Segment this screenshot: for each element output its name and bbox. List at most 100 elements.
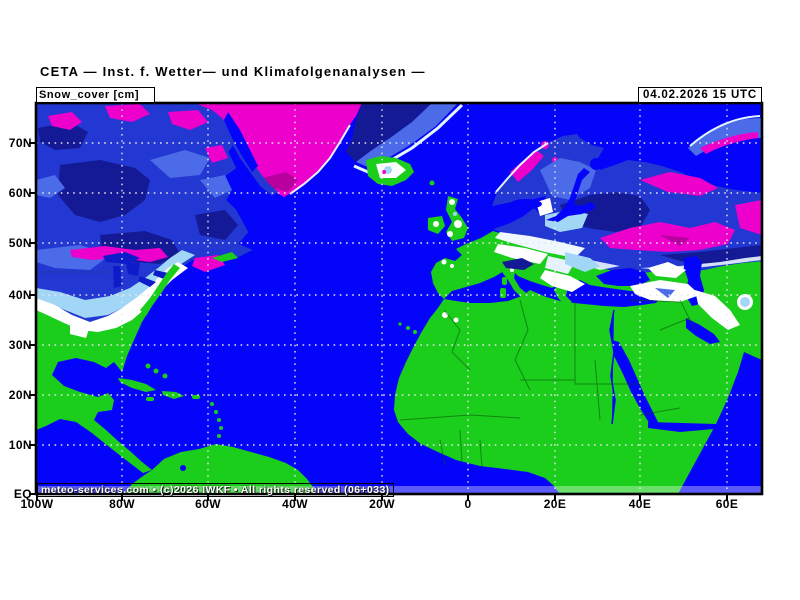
map-frame xyxy=(34,101,764,496)
south-america-coast xyxy=(124,444,315,494)
sardinia xyxy=(500,288,506,298)
equatorial-light-band xyxy=(36,486,762,494)
persian-gulf xyxy=(686,318,720,344)
faroe-islands xyxy=(429,180,435,186)
baltic-sea xyxy=(546,168,596,222)
iberia-snow-spot xyxy=(441,259,447,265)
institute-title: CETA — Inst. f. Wetter— und Klimafolgena… xyxy=(40,64,426,79)
snow-spot xyxy=(447,231,453,237)
snow-trace-tongue xyxy=(70,318,90,338)
eurasia-snow-cover xyxy=(492,115,762,274)
snow-spot xyxy=(433,221,439,227)
product-label-box: Snow_cover [cm] xyxy=(36,87,155,103)
bahamas-island xyxy=(145,363,151,369)
russia-deepest-snow xyxy=(660,235,690,246)
novaya-zemlya-extreme-snow xyxy=(700,132,758,154)
hudson-bay-deep-snow xyxy=(58,160,150,222)
iceland xyxy=(366,156,414,186)
x-tick-label: 40E xyxy=(628,497,652,511)
axis-ticks xyxy=(29,142,728,501)
y-tick-label: 50N xyxy=(8,236,32,250)
x-tick-label: 20E xyxy=(543,497,567,511)
mediterranean-sea xyxy=(444,270,660,307)
y-tick-label: 30N xyxy=(8,338,32,352)
british-isles xyxy=(428,196,468,241)
cuba xyxy=(118,378,156,392)
antilles-island xyxy=(214,410,218,414)
puerto-rico xyxy=(192,395,200,399)
greenland xyxy=(196,103,464,197)
russia-extreme-snow xyxy=(735,200,762,235)
madeira xyxy=(398,322,402,326)
caucasus-snow xyxy=(648,262,686,278)
norway-coast-fringe xyxy=(495,142,549,193)
us-east-coast-green-fringe xyxy=(140,264,180,316)
great-britain xyxy=(446,196,468,241)
sicily xyxy=(515,299,529,307)
antilles-island xyxy=(217,418,221,422)
snow-spot xyxy=(449,199,455,205)
extreme-snow-patch xyxy=(168,110,208,130)
germany-poland-trace-band xyxy=(495,232,585,258)
sea-ice-edge-white-fringe xyxy=(353,103,464,174)
black-sea xyxy=(596,268,650,286)
snow-spot xyxy=(453,212,457,216)
red-sea xyxy=(612,340,659,426)
y-tick-label: 70N xyxy=(8,136,32,150)
atlas-snow-spot xyxy=(453,317,459,323)
nova-scotia xyxy=(212,252,238,262)
x-tick-label: 100W xyxy=(20,497,54,511)
valid-datetime-box: 04.02.2026 15 UTC xyxy=(638,87,762,103)
moderate-snow-patch xyxy=(200,175,232,198)
x-tick-label: 60W xyxy=(195,497,221,511)
x-tick-label: 60E xyxy=(715,497,739,511)
deep-snow-patch xyxy=(195,210,238,240)
russia-extreme-snow xyxy=(640,172,718,196)
carpathians-snow xyxy=(565,252,600,272)
bahamas-island xyxy=(153,368,159,374)
light-snow-band xyxy=(36,250,195,318)
lake-maracaibo xyxy=(180,465,186,471)
snow-spot xyxy=(454,220,462,228)
antilles-island xyxy=(217,434,221,438)
europe-snow-transition xyxy=(441,244,753,330)
skagerrak xyxy=(510,199,542,209)
iran-snow-core xyxy=(740,297,750,307)
extreme-snow-patch xyxy=(48,112,82,130)
y-tick-label: 10N xyxy=(8,438,32,452)
italy xyxy=(502,264,538,305)
sea-ice-edge-mid xyxy=(356,103,458,168)
map-canvas xyxy=(36,103,762,494)
canary-island xyxy=(406,326,410,330)
corsica xyxy=(502,277,507,285)
y-tick-label: 40N xyxy=(8,288,32,302)
novaya-zemlya-coast xyxy=(689,115,761,147)
x-tick-label: 40W xyxy=(282,497,308,511)
moderate-snow-patch xyxy=(36,175,65,198)
moderate-snow-patch xyxy=(150,150,210,178)
alps-deep-snow xyxy=(502,258,534,270)
central-europe-snow xyxy=(494,244,548,264)
arabian-sea xyxy=(678,352,762,494)
iberia-snow-spot xyxy=(450,264,454,268)
deep-snow-patch xyxy=(38,122,88,150)
crete xyxy=(564,307,576,311)
gulf-of-aden xyxy=(648,422,716,432)
bahamas-island xyxy=(162,373,168,379)
greenland-east-coast-fringe xyxy=(289,124,351,195)
extreme-snow-patch xyxy=(205,145,228,163)
x-tick-label: 0 xyxy=(464,497,472,511)
x-tick-label: 20W xyxy=(369,497,395,511)
baltic-states-light-snow xyxy=(545,210,588,232)
norway-mountain-extreme-snow xyxy=(510,150,544,182)
baffin-bay xyxy=(224,112,258,172)
copyright-bar: meteo-services.com • (c)2026 IWKF • All … xyxy=(37,483,394,497)
x-tick-label: 80W xyxy=(109,497,135,511)
antilles-island xyxy=(219,426,223,430)
antilles-island xyxy=(210,402,214,406)
y-tick-label: 20N xyxy=(8,388,32,402)
north-america-snow-cover xyxy=(36,103,252,338)
alps-foot-snow-dot xyxy=(510,268,514,272)
